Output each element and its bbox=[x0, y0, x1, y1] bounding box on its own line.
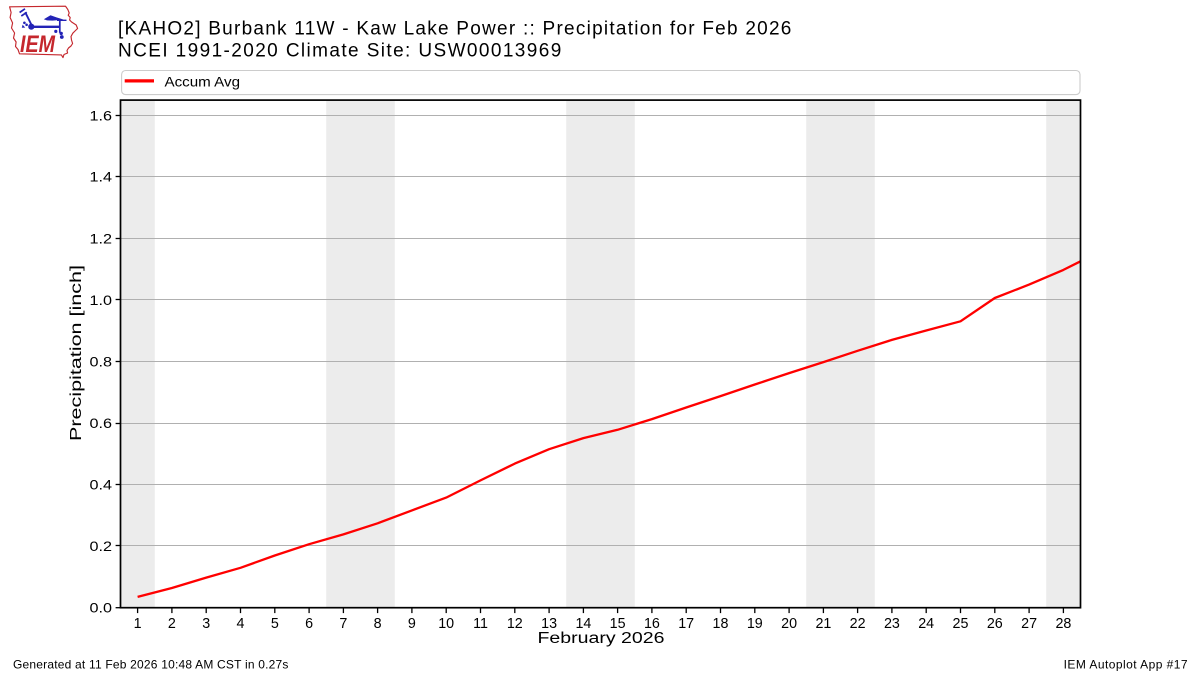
svg-text:Accum Avg: Accum Avg bbox=[165, 73, 241, 89]
svg-text:IEM: IEM bbox=[20, 30, 56, 57]
svg-text:3: 3 bbox=[202, 616, 210, 632]
svg-text:26: 26 bbox=[987, 616, 1003, 632]
svg-text:8: 8 bbox=[374, 616, 382, 632]
svg-text:1: 1 bbox=[134, 616, 142, 632]
svg-text:11: 11 bbox=[473, 616, 488, 632]
svg-text:0.2: 0.2 bbox=[90, 538, 113, 554]
svg-text:0.4: 0.4 bbox=[90, 476, 113, 492]
svg-text:10: 10 bbox=[438, 616, 454, 632]
svg-text:16: 16 bbox=[644, 616, 660, 632]
svg-text:1.0: 1.0 bbox=[90, 292, 113, 308]
svg-text:0.6: 0.6 bbox=[90, 415, 113, 431]
svg-text:9: 9 bbox=[408, 616, 416, 632]
svg-text:1.4: 1.4 bbox=[90, 169, 113, 185]
svg-text:7: 7 bbox=[339, 616, 347, 632]
svg-text:IEM Autoplot App #17: IEM Autoplot App #17 bbox=[1064, 658, 1188, 672]
svg-text:18: 18 bbox=[713, 616, 729, 632]
svg-text:Generated at 11 Feb 2026 10:48: Generated at 11 Feb 2026 10:48 AM CST in… bbox=[13, 658, 289, 672]
svg-text:4: 4 bbox=[237, 616, 245, 632]
svg-text:1.6: 1.6 bbox=[90, 107, 113, 123]
svg-text:6: 6 bbox=[305, 616, 313, 632]
svg-text:19: 19 bbox=[747, 616, 763, 632]
svg-text:25: 25 bbox=[953, 616, 969, 632]
svg-text:[KAHO2] Burbank 11W - Kaw Lake: [KAHO2] Burbank 11W - Kaw Lake Power :: … bbox=[118, 19, 793, 40]
svg-text:0.8: 0.8 bbox=[90, 353, 113, 369]
svg-text:Precipitation [inch]: Precipitation [inch] bbox=[68, 265, 85, 441]
svg-text:17: 17 bbox=[678, 616, 694, 632]
svg-text:22: 22 bbox=[850, 616, 866, 632]
svg-text:2: 2 bbox=[168, 616, 176, 632]
svg-text:27: 27 bbox=[1021, 616, 1037, 632]
svg-text:1.2: 1.2 bbox=[90, 230, 113, 246]
svg-text:0.0: 0.0 bbox=[90, 599, 113, 615]
svg-text:5: 5 bbox=[271, 616, 279, 632]
svg-text:23: 23 bbox=[884, 616, 900, 632]
svg-text:NCEI 1991-2020 Climate Site: U: NCEI 1991-2020 Climate Site: USW00013969 bbox=[118, 40, 563, 61]
svg-text:15: 15 bbox=[610, 616, 626, 632]
svg-text:21: 21 bbox=[815, 616, 831, 632]
svg-text:20: 20 bbox=[781, 616, 797, 632]
svg-text:February 2026: February 2026 bbox=[538, 630, 665, 647]
svg-text:24: 24 bbox=[918, 616, 934, 632]
svg-text:13: 13 bbox=[541, 616, 557, 632]
svg-text:12: 12 bbox=[507, 616, 523, 632]
svg-text:14: 14 bbox=[575, 616, 591, 632]
svg-text:28: 28 bbox=[1055, 616, 1071, 632]
